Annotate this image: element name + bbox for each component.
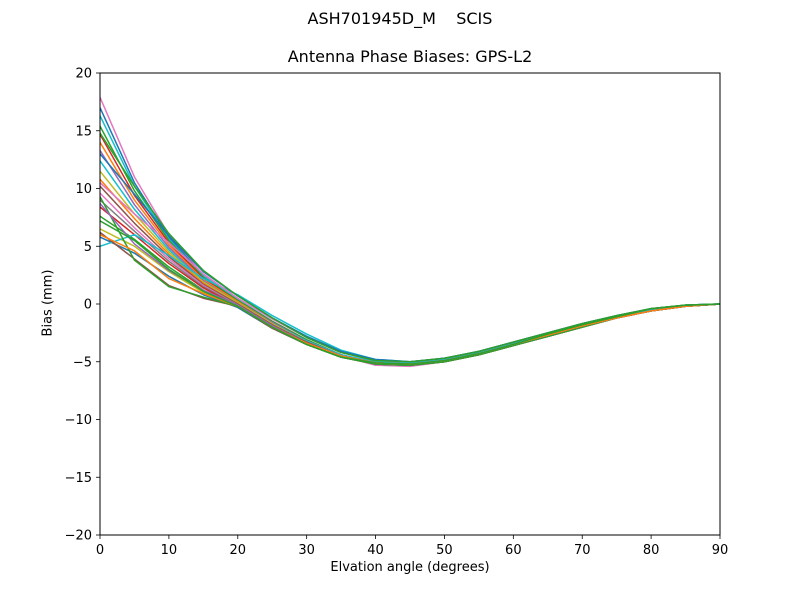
series-line-6 — [100, 141, 720, 365]
series-line-2 — [100, 107, 720, 366]
series-line-21 — [100, 203, 720, 365]
series-line-17 — [100, 236, 720, 366]
x-tick-label: 50 — [436, 543, 453, 558]
series-line-3 — [100, 115, 720, 366]
x-tick-label: 0 — [96, 543, 104, 558]
y-tick-label: 20 — [75, 67, 92, 82]
chart-title: Antenna Phase Biases: GPS-L2 — [287, 47, 533, 66]
series-line-15 — [100, 215, 720, 366]
y-tick-label: 0 — [84, 298, 92, 313]
figure-suptitle: ASH701945D_M SCIS — [307, 9, 493, 28]
y-tick-label: 5 — [84, 240, 92, 255]
series-line-1 — [100, 96, 720, 368]
series-line-26 — [100, 220, 720, 365]
x-axis-ticks: 0 10 20 30 40 50 60 70 80 90 — [96, 535, 728, 558]
y-tick-label: −15 — [65, 471, 92, 486]
x-tick-label: 60 — [505, 543, 522, 558]
series-line-16 — [100, 228, 720, 366]
series-line-11 — [100, 185, 720, 365]
series-line-18 — [100, 233, 720, 363]
y-tick-label: −10 — [65, 413, 92, 428]
y-tick-label: 10 — [75, 182, 92, 197]
series-line-24 — [100, 153, 720, 363]
y-axis-label: Bias (mm) — [40, 269, 56, 337]
y-tick-label: −5 — [73, 355, 92, 370]
y-tick-label: −20 — [65, 529, 92, 544]
series-line-13 — [100, 199, 720, 365]
y-tick-label: 15 — [75, 124, 92, 139]
plot-frame — [99, 72, 721, 536]
series-layer — [100, 96, 720, 368]
series-line-5 — [100, 133, 720, 366]
x-tick-label: 40 — [367, 543, 384, 558]
x-axis-label: Elvation angle (degrees) — [330, 560, 490, 575]
x-tick-label: 70 — [574, 543, 591, 558]
x-tick-label: 30 — [298, 543, 315, 558]
x-tick-label: 80 — [643, 543, 660, 558]
series-line-7 — [100, 149, 720, 365]
x-tick-label: 10 — [161, 543, 178, 558]
series-line-4 — [100, 125, 720, 365]
x-tick-label: 20 — [230, 543, 247, 558]
x-tick-label: 90 — [712, 543, 729, 558]
series-line-22 — [100, 234, 720, 365]
y-axis-ticks: −20 −15 −10 −5 0 5 10 15 20 — [65, 67, 100, 544]
series-line-19 — [100, 231, 720, 366]
series-line-25 — [100, 132, 720, 363]
